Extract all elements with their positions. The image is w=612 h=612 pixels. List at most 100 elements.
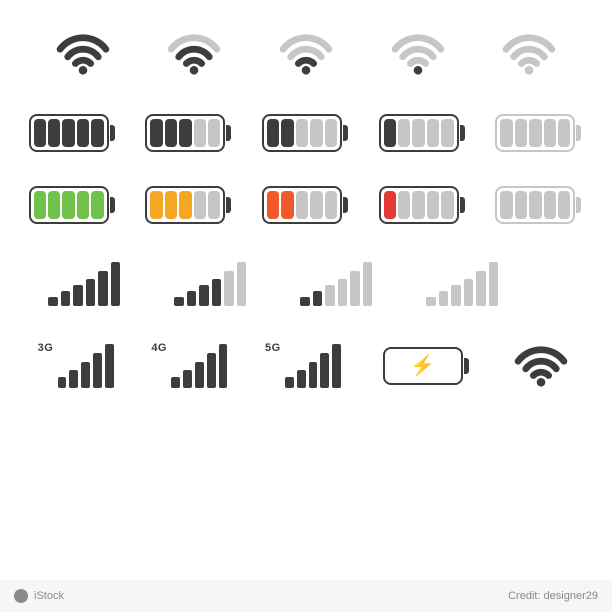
battery-cell (194, 191, 206, 219)
signal-bar (61, 291, 71, 306)
watermark-brand-text: iStock (34, 590, 64, 602)
battery-cell (310, 119, 322, 147)
battery-cell (179, 191, 191, 219)
battery-cell (310, 191, 322, 219)
battery-cell (398, 119, 410, 147)
battery-cell (165, 119, 177, 147)
signal-bar (350, 271, 360, 306)
battery-cell (48, 191, 60, 219)
battery-cell (281, 191, 293, 219)
cellular-signal-icon (48, 262, 120, 306)
signal-bar (69, 370, 78, 388)
battery-charging-icon: ⚡ (383, 347, 471, 385)
battery-cell (267, 119, 279, 147)
battery-cell (150, 119, 162, 147)
battery-cell (34, 191, 46, 219)
wifi-icon (500, 32, 558, 76)
battery-cell (515, 191, 527, 219)
signal-bar (237, 262, 247, 306)
battery-icon (29, 114, 117, 152)
battery-cell (529, 191, 541, 219)
signal-bar (320, 353, 329, 388)
battery-cell (500, 119, 512, 147)
signal-bar (58, 377, 67, 388)
battery-cell (384, 191, 396, 219)
brand-dot-icon (14, 589, 28, 603)
battery-cell (384, 119, 396, 147)
battery-cell (208, 191, 220, 219)
battery-cell (441, 191, 453, 219)
signal-bar (105, 344, 114, 388)
signal-bar (332, 344, 341, 388)
signal-bar (183, 370, 192, 388)
signal-bar (313, 291, 323, 306)
battery-cell (91, 191, 103, 219)
battery-cell (62, 119, 74, 147)
signal-bar (199, 285, 209, 306)
signal-generation-label: 3G (38, 342, 54, 354)
battery-cell (441, 119, 453, 147)
signal-bar (48, 297, 58, 306)
mixed-icons-row: 3G4G5G⚡ (0, 344, 612, 388)
battery-cell (515, 119, 527, 147)
battery-cell (296, 119, 308, 147)
signal-bar (285, 377, 294, 388)
signal-bar (338, 279, 348, 306)
signal-bar (171, 377, 180, 388)
battery-cell (194, 119, 206, 147)
signal-bar (464, 279, 474, 306)
battery-icon (145, 186, 233, 224)
signal-bar (426, 297, 436, 306)
signal-bar (81, 362, 90, 388)
signal-bar (86, 279, 96, 306)
battery-cell (325, 119, 337, 147)
battery-cell (208, 119, 220, 147)
signal-bar (363, 262, 373, 306)
battery-cell (325, 191, 337, 219)
battery-cell (558, 191, 570, 219)
wifi-icon (512, 344, 570, 388)
signal-bar (297, 370, 306, 388)
signal-bar (187, 291, 197, 306)
watermark-credit: Credit: designer29 (508, 590, 598, 602)
signal-bar (439, 291, 449, 306)
battery-cell (296, 191, 308, 219)
battery-cell (77, 191, 89, 219)
battery-cell (48, 119, 60, 147)
signal-generation-label: 4G (151, 342, 167, 354)
battery-icon (495, 114, 583, 152)
signal-bar (219, 344, 228, 388)
battery-cell (34, 119, 46, 147)
signal-bar (93, 353, 102, 388)
signal-bar (325, 285, 335, 306)
signal-bar (111, 262, 121, 306)
battery-cell (398, 191, 410, 219)
battery-cell (558, 119, 570, 147)
battery-icon (262, 114, 350, 152)
battery-cell (427, 191, 439, 219)
signal-bar (309, 362, 318, 388)
battery-cell (544, 119, 556, 147)
cellular-signal-labeled-icon: 4G (155, 344, 227, 388)
wifi-icon (54, 32, 112, 76)
battery-icon (495, 186, 583, 224)
battery-cell (427, 119, 439, 147)
signal-bar (224, 271, 234, 306)
battery-icon (29, 186, 117, 224)
cellular-signal-icon (174, 262, 246, 306)
battery-color-row (0, 186, 612, 224)
battery-cell (529, 119, 541, 147)
signal-bar (451, 285, 461, 306)
cellular-signal-icon (300, 262, 372, 306)
battery-cell (150, 191, 162, 219)
battery-icon (379, 186, 467, 224)
wifi-levels-row (0, 32, 612, 76)
wifi-icon (389, 32, 447, 76)
battery-cell (77, 119, 89, 147)
battery-cell (91, 119, 103, 147)
watermark-bar: iStock Credit: designer29 (0, 580, 612, 612)
battery-icon (262, 186, 350, 224)
battery-cell (62, 191, 74, 219)
wifi-icon (165, 32, 223, 76)
signal-bar (73, 285, 83, 306)
